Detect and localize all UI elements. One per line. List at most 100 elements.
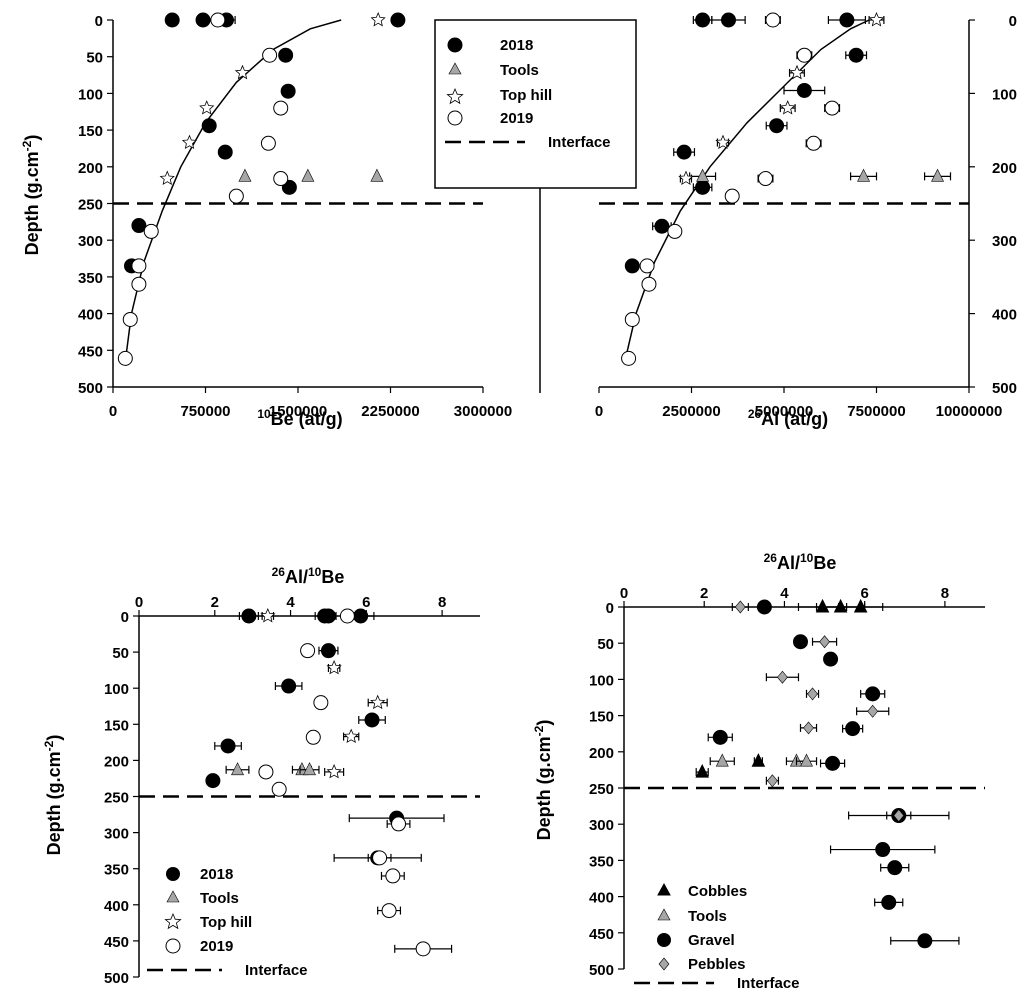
ratio1-point-tools [231,762,244,776]
ratio1-point-2019 [300,643,316,659]
legend-ratio2-pebbles-marker [658,957,670,971]
ratio2-point-pebbles [807,687,818,701]
legend-ratio2: Cobbles Tools Gravel Pebbles Interface [634,882,800,991]
be10-xtick-label: 0 [109,403,117,420]
be10-point-tools [238,168,252,182]
al26-point-tools [696,168,710,182]
ratio2-ytick-label: 0 [606,600,614,617]
ratio2-point-cobbles [815,598,830,613]
be10-point-2019 [273,100,289,116]
legend-ratio2-gravel-marker [657,933,671,947]
ratio2-point-gravel [881,894,897,910]
be10-ytick-label: 100 [78,86,103,103]
legend-ratio2-pebbles-label: Pebbles [688,956,746,973]
ratio2-point-cobbles [833,598,848,613]
be10-ytick-label: 450 [78,343,103,360]
be10-point-top-hill [370,11,386,27]
al26-point-2018 [624,258,640,274]
be10-xtick-label: 3000000 [454,403,512,420]
ratio2-point-gravel [917,933,933,949]
al26-point-2019 [724,188,740,204]
ratio2-point-gravel [756,599,772,615]
ratio2-point-gravel [712,729,728,745]
ratio2-point-pebbles [803,721,814,735]
be10-xtick-label: 1500000 [269,403,327,420]
legend-top-interface-label: Interface [548,134,611,151]
legend-ratio2-gravel-label: Gravel [688,932,735,949]
al26-point-tools [857,168,871,182]
legend-top-tophill-label: Top hill [500,87,552,104]
be10-point-top-hill [159,170,175,186]
be10-ytick-label: 300 [78,233,103,250]
legend-ratio1-2019-marker [165,938,181,954]
ratio2-ytick-label: 300 [589,817,614,834]
legend-top-2019-label: 2019 [500,110,533,127]
al26-xtick-label: 5000000 [755,403,813,420]
be10-ylabel: Depth (g.cm-2) [20,135,42,256]
ratio1-ytick-label: 500 [104,970,129,987]
ratio1-xtick-label: 8 [438,594,446,611]
ratio2-point-cobbles [695,763,710,778]
ratio2-xtick-label: 2 [700,585,708,602]
be10-ytick-label: 50 [86,50,103,67]
legend-ratio2-interface-label: Interface [737,975,800,991]
ratio1-point-2018 [320,643,336,659]
ratio2-point-pebbles [893,809,905,822]
be10-point-tools [301,168,315,182]
ratio2-point-pebbles [819,635,830,649]
al26-point-tools [931,168,945,182]
al26-ytick-label: 0 [1009,13,1017,30]
ratio1-ytick-label: 450 [104,934,129,951]
al26-point-2018 [654,218,670,234]
be10-point-2018 [278,47,294,63]
ratio2-point-cobbles [751,753,766,767]
al26-ytick-label: 500 [992,380,1017,397]
ratio2-point-pebbles [867,704,879,718]
be10-ytick-label: 350 [78,270,103,287]
al26-ytick-label: 200 [992,160,1017,177]
legend-ratio2-tools-label: Tools [688,908,727,925]
ratio1-point-2018 [220,738,236,754]
ratio1-point-top-hill [326,763,342,779]
ratio1-point-2018 [364,712,380,728]
ratio1-point-2018 [353,608,369,624]
be10-point-top-hill [199,100,215,115]
legend-top-tools-label: Tools [500,62,539,79]
ratio1-xtick-label: 0 [135,594,143,611]
be10-point-2018 [131,218,147,234]
al26-ytick-label: 400 [992,307,1017,324]
be10-ytick-label: 0 [95,13,103,30]
legend-top-2019-marker [447,110,463,126]
ratio1-ytick-label: 400 [104,898,129,915]
ratio1-point-2019 [385,868,401,884]
al26-point-2019 [641,276,657,292]
al26-fit-curve [624,19,870,362]
be10-xtick-label: 750000 [180,403,230,420]
ratio1-point-2019 [258,764,274,780]
al26-point-2019 [667,223,683,239]
be10-ytick-label: 150 [78,123,103,140]
ratio2-point-pebbles [734,600,746,614]
be10-point-2019 [131,258,147,274]
be10-point-2018 [217,144,233,160]
al26-xtick-label: 10000000 [936,403,1003,420]
ratio2-point-tools [800,753,813,767]
ratio1-xtick-label: 4 [286,594,295,611]
al26-ytick-label: 100 [992,86,1017,103]
ratio1-point-2019 [391,816,407,832]
legend-ratio1-2018-label: 2018 [200,866,233,883]
ratio2-ytick-label: 200 [589,745,614,762]
ratio1-xlabel: 26Al/10Be [272,565,345,587]
al26-point-top-hill [715,134,731,150]
ratio2-ytick-label: 100 [589,672,614,689]
ratio1-point-top-hill [343,728,359,744]
be10-point-2018 [390,12,406,28]
be10-point-2019 [131,276,147,292]
al26-point-2019 [765,12,781,28]
ratio1-ytick-label: 250 [104,790,129,807]
ratio1-point-2019 [313,695,329,711]
al26-ytick-label: 300 [992,233,1017,250]
legend-ratio1-tophill-marker [164,912,182,930]
legend-top: 2018 Tools Top hill 2019 Interface [434,19,637,189]
